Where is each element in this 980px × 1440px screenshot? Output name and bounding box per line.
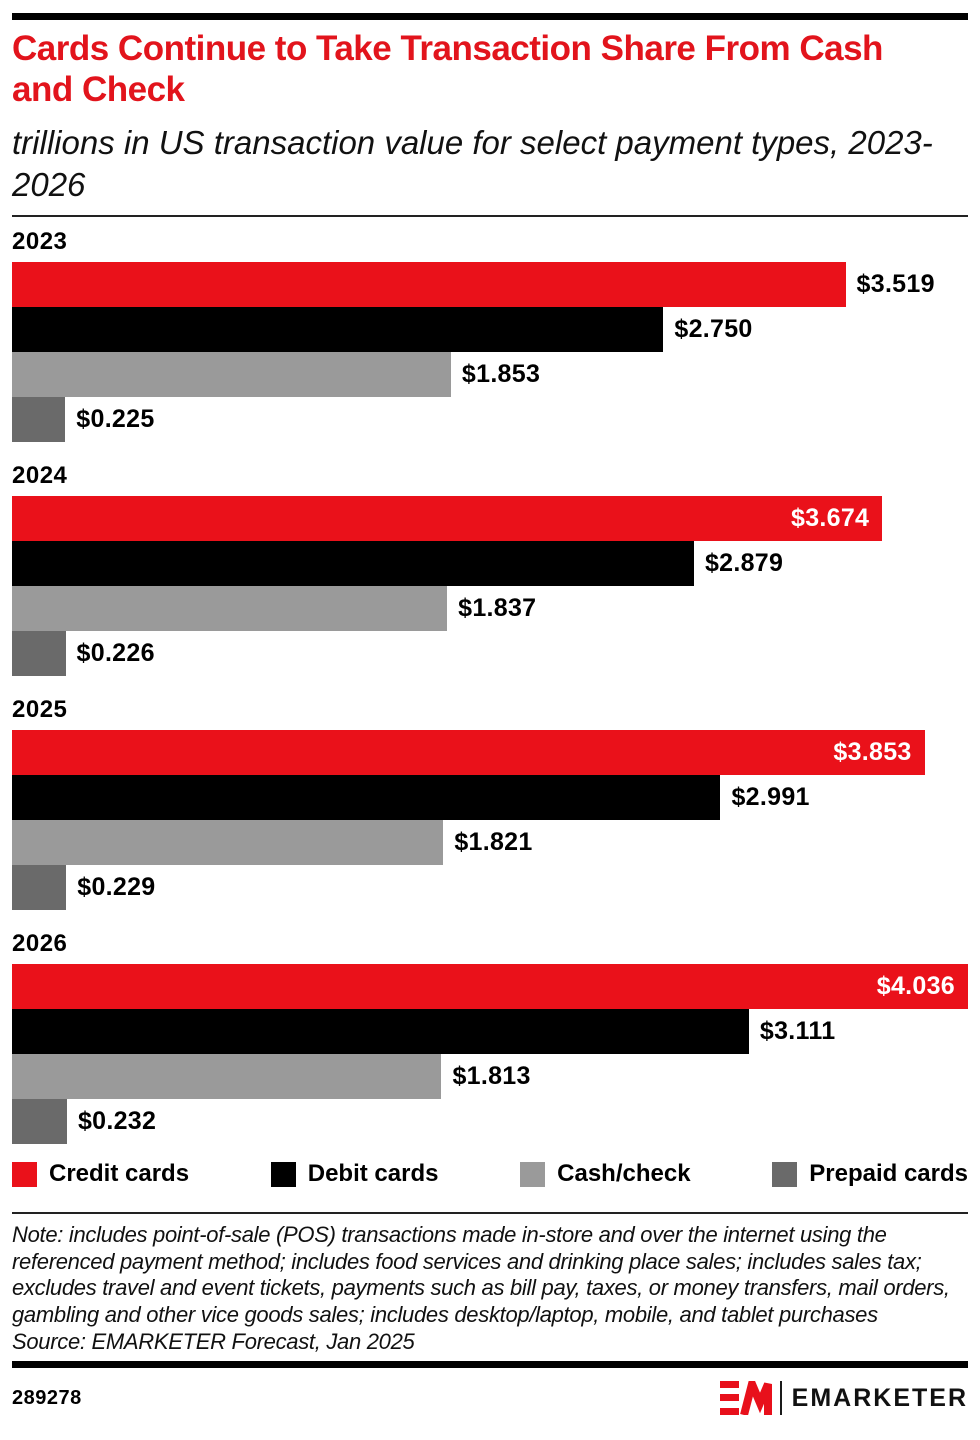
bar-cash-check [12, 820, 444, 865]
bar-row: $1.813 [12, 1054, 968, 1099]
bar-value-label: $0.232 [77, 1107, 157, 1135]
year-group-2026: 2026 $4.036 $3.111 $1.813 $0.232 [12, 931, 968, 1144]
legend-item-prepaid-cards: Prepaid cards [772, 1160, 968, 1188]
bar-value-label: $1.821 [454, 828, 533, 856]
bar-credit-cards [12, 262, 846, 307]
bar-credit-cards: $3.853 [12, 730, 925, 775]
chart-legend: Credit cards Debit cards Cash/check Prepaid… [12, 1160, 968, 1188]
bar-value-label: $0.229 [77, 873, 156, 901]
year-label: 2025 [12, 696, 68, 723]
emarketer-logo: EMARKETER [719, 1381, 968, 1415]
bar-row: $2.991 [12, 775, 968, 820]
top-rule [12, 13, 968, 20]
bar-row: $2.750 [12, 307, 968, 352]
legend-item-cash-check: Cash/check [520, 1160, 691, 1188]
bar-row: $0.226 [12, 631, 968, 676]
year-group-2023: 2023 $3.519 $2.750 $1.853 $0.225 [12, 229, 968, 442]
bar-value-label: $0.226 [76, 639, 155, 667]
chart-id: 289278 [12, 1386, 82, 1409]
bar-row: $1.837 [12, 586, 968, 631]
bar-prepaid-cards [12, 1099, 67, 1144]
bar-row: $1.821 [12, 820, 968, 865]
bar-debit-cards [12, 307, 664, 352]
bar-value-label: $2.991 [731, 783, 810, 811]
page-subtitle: trillions in US transaction value for se… [12, 124, 933, 203]
legend-label: Credit cards [49, 1160, 190, 1187]
year-label: 2026 [12, 930, 68, 957]
bar-cash-check [12, 586, 448, 631]
bar-row: $2.879 [12, 541, 968, 586]
bottom-rule [12, 1361, 968, 1368]
bar-row: $3.519 [12, 262, 968, 307]
bar-chart: 2023 $3.519 $2.750 $1.853 $0.225 2024 $3.674 $2… [12, 229, 968, 1144]
bar-value-label: $1.837 [458, 594, 537, 622]
title-separator [12, 215, 968, 217]
bar-row: $0.229 [12, 865, 968, 910]
bar-debit-cards [12, 541, 694, 586]
year-label: 2024 [12, 462, 68, 489]
bar-value-label: $3.111 [759, 1017, 836, 1045]
bar-cash-check [12, 352, 451, 397]
bar-credit-cards: $3.674 [12, 496, 883, 541]
legend-swatch-icon [520, 1161, 546, 1187]
bar-value-label: $3.674 [790, 504, 870, 532]
bar-row: $3.111 [12, 1009, 968, 1054]
em-mark-icon [719, 1381, 772, 1415]
note-separator [12, 1212, 968, 1214]
footer: 289278 EMARKETER [12, 1380, 968, 1416]
bar-value-label: $1.853 [461, 360, 541, 388]
year-group-2024: 2024 $3.674 $2.879 $1.837 $0.226 [12, 463, 968, 676]
bar-debit-cards [12, 775, 721, 820]
bar-row: $0.225 [12, 397, 968, 442]
legend-item-credit-cards: Credit cards [12, 1160, 189, 1188]
bar-row: $4.036 [12, 964, 968, 1009]
year-label: 2023 [12, 228, 68, 255]
bar-row: $0.232 [12, 1099, 968, 1144]
bar-value-label: $2.750 [674, 315, 753, 343]
bar-row: $3.674 [12, 496, 968, 541]
legend-label: Cash/check [557, 1160, 691, 1187]
bar-cash-check [12, 1054, 442, 1099]
bar-credit-cards: $4.036 [12, 964, 968, 1009]
brand-name: EMARKETER [791, 1383, 968, 1412]
legend-swatch-icon [270, 1161, 296, 1187]
logo-divider [779, 1381, 782, 1415]
legend-label: Debit cards [307, 1160, 439, 1187]
bar-row: $3.853 [12, 730, 968, 775]
page-title: Cards Continue to Take Transaction Share… [12, 29, 883, 109]
bar-value-label: $3.853 [833, 738, 912, 766]
bar-value-label: $2.879 [704, 549, 784, 577]
legend-swatch-icon [12, 1161, 37, 1187]
bar-debit-cards [12, 1009, 749, 1054]
bar-value-label: $0.225 [76, 405, 155, 433]
year-group-2025: 2025 $3.853 $2.991 $1.821 $0.229 [12, 697, 968, 910]
chart-source: Source: EMARKETER Forecast, Jan 2025 [12, 1329, 415, 1354]
bar-value-label: $4.036 [876, 972, 955, 1000]
bar-value-label: $1.813 [452, 1062, 531, 1090]
bar-row: $1.853 [12, 352, 968, 397]
bar-prepaid-cards [12, 397, 66, 442]
legend-label: Prepaid cards [809, 1160, 968, 1187]
chart-note: Note: includes point-of-sale (POS) trans… [12, 1222, 950, 1327]
legend-item-debit-cards: Debit cards [270, 1160, 439, 1188]
bar-prepaid-cards [12, 865, 67, 910]
bar-prepaid-cards [12, 631, 66, 676]
bar-value-label: $3.519 [856, 270, 935, 298]
legend-swatch-icon [772, 1161, 798, 1187]
